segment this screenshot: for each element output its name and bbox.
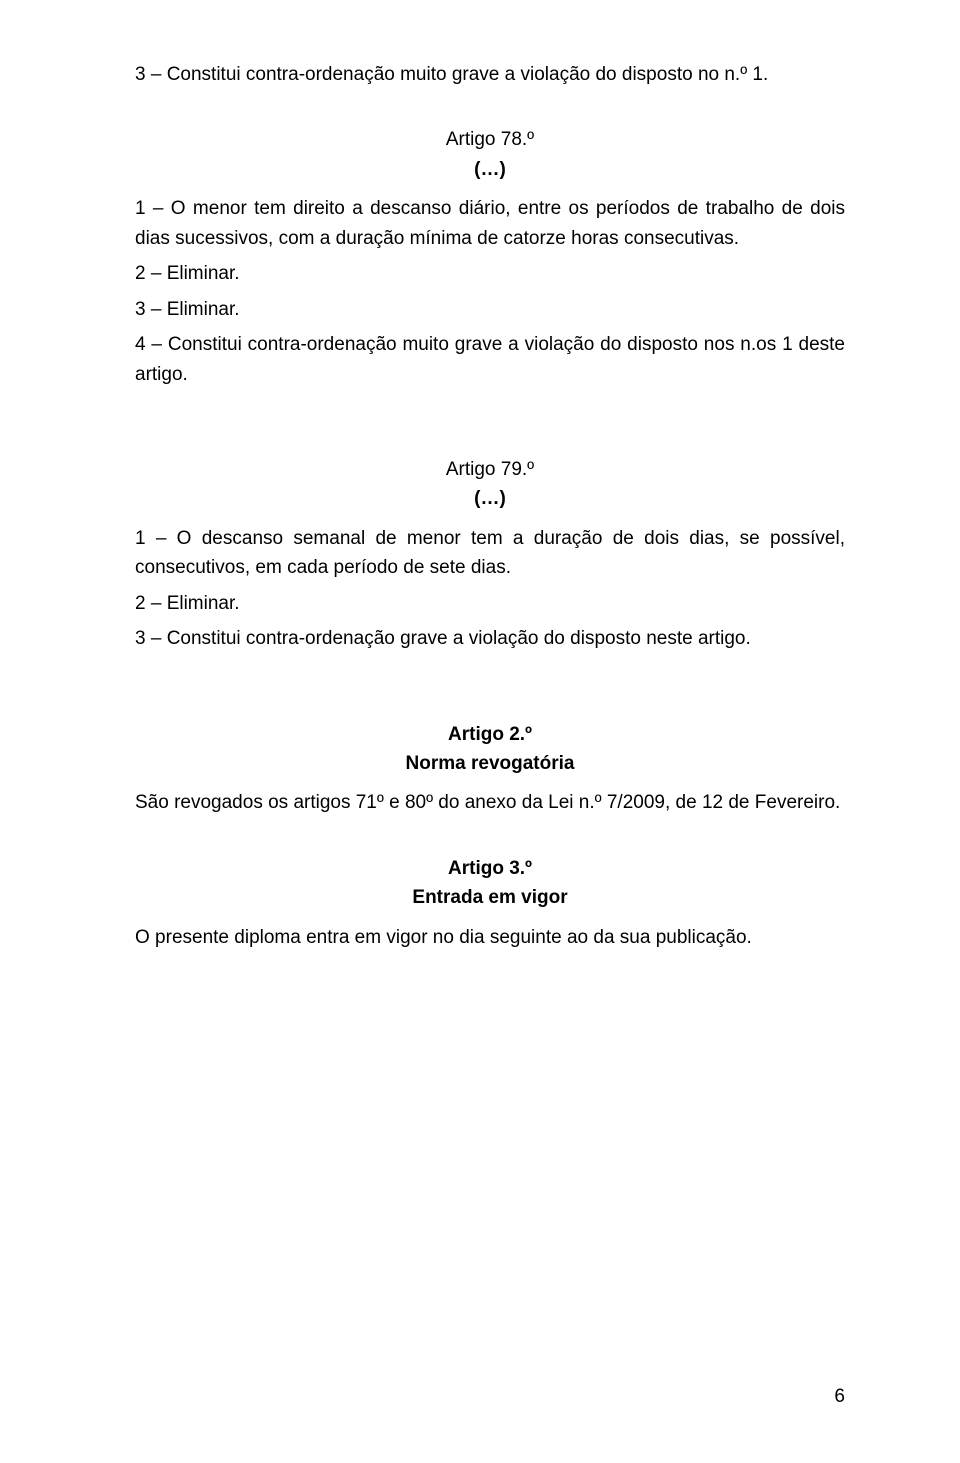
body-paragraph: 3 – Constitui contra-ordenação muito gra… — [135, 60, 845, 89]
document-page: 3 – Constitui contra-ordenação muito gra… — [0, 0, 960, 1463]
spacer — [135, 660, 845, 720]
body-paragraph: 3 – Constitui contra-ordenação grave a v… — [135, 624, 845, 653]
ellipsis-marker: (…) — [135, 155, 845, 184]
spacer — [135, 95, 845, 125]
article-subtitle: Norma revogatória — [135, 749, 845, 778]
article-heading: Artigo 79.º — [135, 455, 845, 484]
article-heading: Artigo 78.º — [135, 125, 845, 154]
body-paragraph: 1 – O menor tem direito a descanso diári… — [135, 194, 845, 253]
page-number: 6 — [834, 1386, 845, 1408]
spacer — [135, 184, 845, 194]
body-paragraph: 4 – Constitui contra-ordenação muito gra… — [135, 330, 845, 389]
body-paragraph: O presente diploma entra em vigor no dia… — [135, 923, 845, 952]
body-paragraph: São revogados os artigos 71º e 80º do an… — [135, 788, 845, 817]
spacer — [135, 778, 845, 788]
spacer — [135, 824, 845, 854]
article-subtitle: Entrada em vigor — [135, 883, 845, 912]
spacer — [135, 395, 845, 455]
body-paragraph: 1 – O descanso semanal de menor tem a du… — [135, 524, 845, 583]
article-heading: Artigo 2.º — [135, 720, 845, 749]
body-paragraph: 3 – Eliminar. — [135, 295, 845, 324]
article-heading: Artigo 3.º — [135, 854, 845, 883]
body-paragraph: 2 – Eliminar. — [135, 589, 845, 618]
body-paragraph: 2 – Eliminar. — [135, 259, 845, 288]
spacer — [135, 913, 845, 923]
spacer — [135, 514, 845, 524]
ellipsis-marker: (…) — [135, 484, 845, 513]
